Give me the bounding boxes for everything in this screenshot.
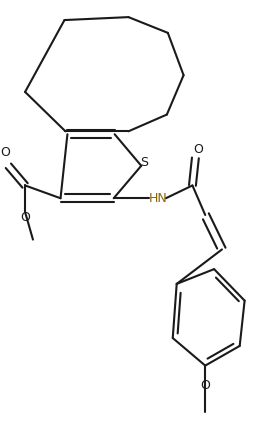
Text: O: O (193, 143, 203, 155)
Text: O: O (20, 211, 30, 224)
Text: HN: HN (149, 192, 168, 205)
Text: O: O (200, 379, 210, 392)
Text: O: O (1, 146, 10, 160)
Text: S: S (140, 156, 148, 169)
